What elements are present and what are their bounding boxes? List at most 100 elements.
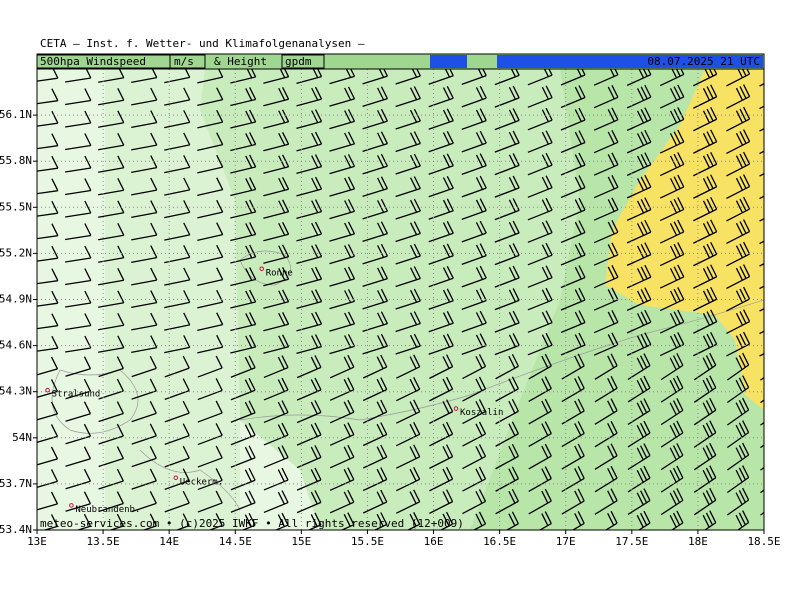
wind-barb: [329, 266, 356, 287]
wind-barb: [528, 398, 552, 425]
wind-barb: [296, 377, 322, 401]
wind-barb: [230, 355, 256, 378]
wind-barb: [98, 132, 125, 151]
graticule: [37, 69, 764, 530]
wind-barb: [197, 87, 224, 106]
wind-barb: [627, 398, 651, 426]
wind-barb: [230, 377, 256, 401]
x-tick-label: 14E: [159, 535, 179, 548]
wind-barb: [461, 69, 487, 86]
title-valid-time: 08.07.2025 21 UTC: [647, 55, 760, 68]
wind-barb: [230, 109, 257, 129]
wind-barb: [37, 110, 59, 127]
wind-barb: [98, 177, 125, 196]
wind-barb: [164, 177, 191, 196]
wind-barb: [37, 290, 59, 307]
wind-barb: [131, 468, 157, 490]
wind-barb: [230, 69, 257, 84]
wind-barb: [65, 313, 92, 331]
wind-barb: [462, 354, 487, 380]
wind-barb: [296, 490, 322, 514]
wind-barb: [263, 490, 289, 514]
x-tick-label: 13E: [27, 535, 47, 548]
wind-barb: [37, 133, 59, 150]
wind-barb: [296, 176, 323, 197]
wind-barb: [726, 241, 751, 267]
wind-barb: [362, 198, 389, 220]
wind-barb: [230, 244, 257, 264]
wind-barb: [131, 312, 158, 331]
wind-barb: [362, 266, 389, 287]
wind-barb: [494, 85, 520, 108]
wind-barb: [98, 69, 125, 83]
y-tick-label: 53.4N: [0, 523, 32, 536]
wind-barb: [131, 267, 158, 286]
wind-barb: [296, 467, 322, 491]
wind-barb: [230, 199, 257, 219]
wind-barb: [108, 513, 124, 530]
title-joiner: & Height: [214, 55, 267, 68]
wind-barb: [495, 353, 519, 380]
title-bar: 500hpa Windspeed m/s & Height gpdm 08.07…: [36, 53, 765, 70]
wind-barb: [164, 69, 191, 84]
wind-barb: [329, 69, 356, 85]
wind-barb: [65, 378, 92, 400]
wind-barb: [197, 199, 224, 219]
wind-barb: [329, 86, 356, 107]
wind-barb: [660, 398, 684, 426]
wind-barb: [560, 175, 586, 199]
wind-barb: [98, 245, 125, 263]
wind-barb: [428, 288, 454, 310]
wind-barb: [726, 286, 751, 312]
wind-barb: [131, 132, 158, 151]
wind-barb: [693, 420, 717, 448]
wind-barb: [726, 264, 751, 289]
wind-barb: [428, 310, 454, 333]
wind-barb: [461, 310, 487, 333]
footer: meteo-services.com • (c)2025 IWKF • All …: [40, 517, 464, 530]
zone-jet: [605, 69, 764, 410]
wind-barb: [669, 510, 684, 530]
wind-barb: [693, 196, 718, 222]
wind-barb: [65, 69, 92, 83]
wind-barb: [561, 421, 585, 448]
y-tick-label: 55.2N: [0, 246, 32, 259]
wind-barb: [230, 334, 257, 354]
wind-barb: [65, 356, 92, 377]
wind-barb: [626, 219, 652, 244]
wind-barb: [626, 242, 652, 266]
wind-barb: [627, 420, 651, 448]
wind-barb: [494, 333, 520, 356]
wind-barb: [593, 332, 619, 356]
wind-barb: [230, 422, 256, 446]
wind-barb: [263, 176, 290, 197]
wind-barb: [593, 265, 619, 289]
wind-barb: [561, 376, 585, 403]
wind-barb: [263, 355, 289, 379]
wind-barb: [594, 353, 618, 380]
wind-barb: [274, 512, 289, 530]
wind-barb: [594, 443, 618, 470]
wind-barb: [627, 465, 651, 493]
wind-barb: [37, 379, 59, 398]
wind-barb: [693, 442, 717, 471]
wind-barb: [593, 242, 619, 266]
wind-barb: [164, 87, 191, 106]
wind-barb: [131, 423, 157, 445]
wind-barb: [429, 421, 454, 447]
wind-barb: [726, 129, 751, 154]
wind-barb: [197, 69, 224, 84]
y-tick-label: 56.1N: [0, 108, 32, 121]
wind-barb: [528, 466, 552, 492]
wind-barb: [164, 245, 191, 264]
wind-barb: [660, 375, 684, 403]
wind-barb: [626, 152, 652, 176]
wind-barb: [395, 221, 421, 243]
wind-barb: [659, 219, 685, 244]
wind-barb: [560, 287, 586, 311]
wind-barb: [395, 266, 421, 288]
wind-barb: [197, 490, 223, 513]
wind-barb: [37, 155, 59, 172]
wind-barb: [659, 264, 685, 289]
x-tick-label: 16E: [424, 535, 444, 548]
